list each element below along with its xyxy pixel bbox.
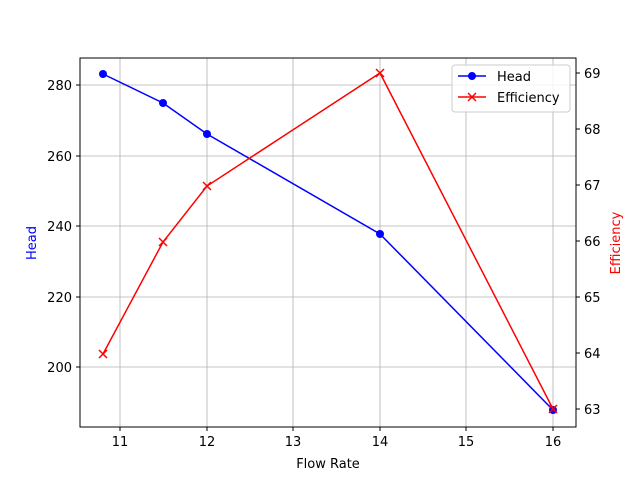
grid xyxy=(80,58,576,427)
legend-head-marker-icon xyxy=(468,72,476,80)
plot-frame xyxy=(79,57,577,428)
y2-tick: 69 xyxy=(584,67,601,82)
y2-tick: 63 xyxy=(584,403,601,418)
y2-tick: 65 xyxy=(584,291,601,306)
x-tick: 11 xyxy=(112,435,129,450)
y-tick: 220 xyxy=(47,291,72,306)
x-tick: 13 xyxy=(285,435,302,450)
y-axis-left: 200 220 240 260 280 Head xyxy=(25,79,80,376)
y2-axis-label: Efficiency xyxy=(609,211,624,274)
legend-efficiency-marker-icon xyxy=(467,92,477,102)
x-tick: 12 xyxy=(199,435,216,450)
legend-head-label: Head xyxy=(497,70,531,85)
y2-tick: 68 xyxy=(584,123,601,138)
series-efficiency xyxy=(98,68,558,414)
y-tick: 280 xyxy=(47,79,72,94)
y-axis-label: Head xyxy=(25,226,40,260)
x-tick: 16 xyxy=(545,435,562,450)
y2-tick: 67 xyxy=(584,179,601,194)
y-tick: 240 xyxy=(47,220,72,235)
y-tick: 260 xyxy=(47,150,72,165)
y2-tick: 66 xyxy=(584,235,601,250)
x-tick: 15 xyxy=(458,435,475,450)
x-tick: 14 xyxy=(372,435,389,450)
series-head xyxy=(99,70,557,414)
legend: Head Efficiency xyxy=(451,64,571,113)
x-axis: 11 12 13 14 15 16 Flow Rate xyxy=(112,427,562,472)
x-axis-label: Flow Rate xyxy=(296,457,360,472)
y-tick: 200 xyxy=(47,361,72,376)
y2-tick: 64 xyxy=(584,347,601,362)
legend-efficiency-label: Efficiency xyxy=(497,91,560,106)
y-axis-right: 63 64 65 66 67 68 69 Efficiency xyxy=(576,67,624,418)
